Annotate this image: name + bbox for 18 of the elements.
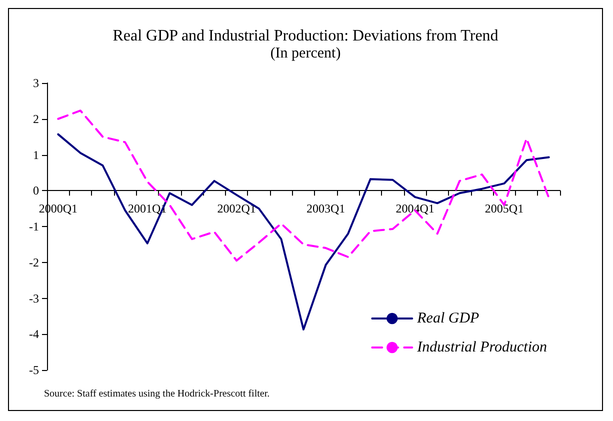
x-tick-label: 2003Q1 xyxy=(306,202,346,216)
chart-title: Real GDP and Industrial Production: Deviations from Trend xyxy=(112,28,498,44)
y-tick-label: 2 xyxy=(33,112,39,126)
y-tick-label: 0 xyxy=(33,184,39,198)
y-tick-label: -1 xyxy=(29,220,39,234)
y-tick-label: -2 xyxy=(29,255,39,270)
y-tick-label: -3 xyxy=(29,291,39,306)
y-tick-label: 3 xyxy=(33,76,39,90)
legend-label: Industrial Production xyxy=(416,340,547,356)
chart-subtitle: (In percent) xyxy=(270,46,341,62)
y-tick-label: -5 xyxy=(29,363,39,377)
y-tick-label: 1 xyxy=(33,148,39,162)
legend-label: Real GDP xyxy=(416,310,480,326)
x-tick-label: 2002Q1 xyxy=(217,202,256,216)
x-tick-label: 2005Q1 xyxy=(484,202,524,216)
source-note: Source: Staff estimates using the Hodrick-Prescott filter. xyxy=(44,388,270,400)
y-tick-label: -4 xyxy=(29,327,39,342)
x-tick-label: 2004Q1 xyxy=(396,202,434,216)
